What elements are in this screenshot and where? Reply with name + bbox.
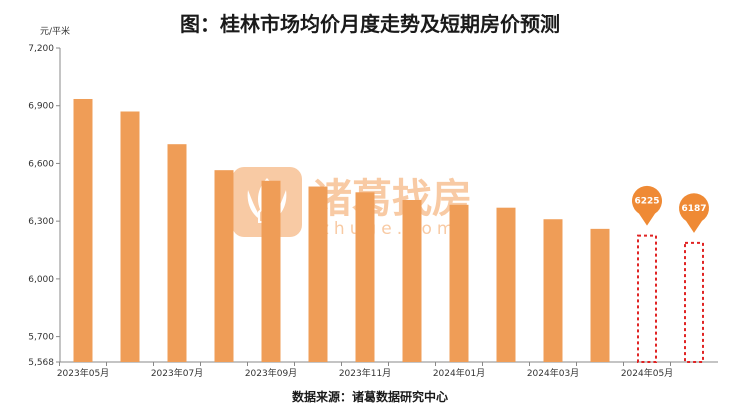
- chart-title: 图：桂林市场均价月度走势及短期房价预测: [180, 12, 560, 36]
- forecast-value-label: 6225: [634, 197, 659, 207]
- x-tick-label: 2023年11月: [339, 367, 391, 379]
- bar: [449, 204, 469, 362]
- forecast-bar: [637, 234, 657, 364]
- x-tick-label: 2023年09月: [245, 367, 297, 379]
- x-tick-label: 2023年05月: [57, 367, 109, 379]
- y-tick-label: 6,000: [28, 275, 54, 285]
- bar: [308, 186, 328, 362]
- y-tick-label: 5,568: [28, 358, 54, 368]
- x-tick-label: 2024年05月: [621, 367, 673, 379]
- data-source: 数据来源：诸葛数据研究中心: [291, 390, 448, 404]
- bar: [355, 192, 375, 362]
- bar: [73, 98, 93, 363]
- bar: [543, 219, 563, 362]
- forecast-pin: [632, 185, 663, 226]
- forecast-bar: [684, 241, 704, 363]
- y-tick-label: 7,200: [28, 44, 54, 54]
- x-ticks: 2023年05月 2023年07月 2023年09月 2023年11月 2024年01月…: [57, 362, 673, 379]
- y-tick-label: 6,900: [28, 102, 54, 112]
- bar: [402, 199, 422, 362]
- forecast-value-label: 6187: [681, 204, 706, 214]
- bar: [261, 180, 281, 362]
- y-tick-label: 6,300: [28, 217, 54, 227]
- bars: 6225 6187: [73, 98, 709, 364]
- y-tick-label: 6,600: [28, 159, 54, 169]
- watermark-domain: zhuge.com: [320, 219, 458, 239]
- watermark-brand: 诸葛找房: [312, 176, 472, 222]
- bar: [590, 228, 610, 362]
- x-tick-label: 2024年01月: [433, 367, 485, 379]
- x-tick-label: 2023年07月: [151, 367, 203, 379]
- x-tick-label: 2024年03月: [527, 367, 579, 379]
- y-ticks: 5,568 5,700 6,000 6,300 6,600 6,900 7,200: [28, 44, 60, 368]
- bar: [214, 170, 234, 362]
- bar: [496, 207, 516, 362]
- y-axis-unit: 元/平米: [40, 25, 70, 37]
- forecast-pin: [679, 193, 709, 233]
- bar: [120, 111, 140, 362]
- bar: [167, 144, 187, 362]
- y-tick-label: 5,700: [28, 333, 54, 343]
